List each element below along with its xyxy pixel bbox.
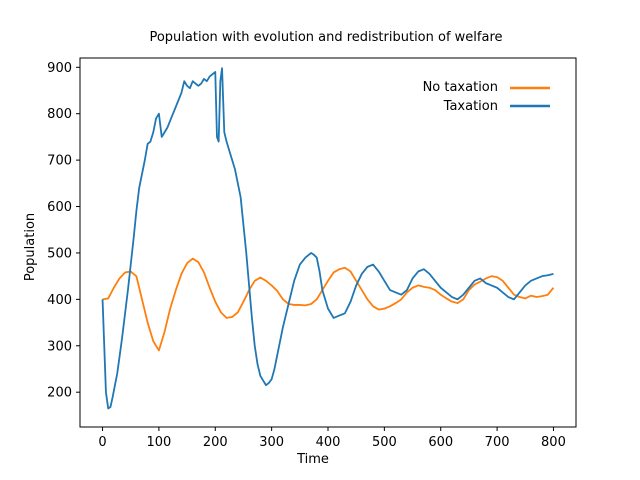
plot-frame: [79, 57, 577, 428]
series-line-no-taxation: [102, 257, 555, 352]
series-layer: [101, 67, 555, 410]
x-axis-label: Time: [296, 452, 329, 467]
x-tick-label: 500: [372, 435, 397, 450]
x-tick-label: 600: [428, 435, 453, 450]
series-line-taxation: [101, 67, 554, 410]
y-tick-label: 500: [47, 246, 72, 261]
y-tick-label: 200: [47, 386, 72, 401]
y-axis: 200 300 400 500 600 700 800 900: [47, 61, 80, 401]
x-tick-label: 300: [259, 435, 284, 450]
y-tick-label: 600: [47, 200, 72, 215]
y-tick-label: 900: [47, 61, 72, 76]
x-axis: 0 100 200 300 400 500 600 700 800: [98, 427, 566, 450]
x-tick-label: 800: [541, 435, 566, 450]
x-tick-label: 700: [485, 435, 510, 450]
x-tick-label: 400: [316, 435, 341, 450]
y-tick-label: 700: [47, 154, 72, 169]
y-tick-label: 800: [47, 107, 72, 122]
y-tick-label: 400: [47, 293, 72, 308]
y-axis-label: Population: [23, 213, 38, 281]
chart-title: Population with evolution and redistribu…: [149, 30, 502, 45]
legend-label-taxation: Taxation: [443, 99, 498, 114]
y-tick-label: 300: [47, 339, 72, 354]
x-tick-label: 0: [98, 435, 106, 450]
x-tick-label: 200: [203, 435, 228, 450]
legend: No taxation Taxation: [423, 80, 550, 114]
x-tick-label: 100: [146, 435, 171, 450]
legend-label-no-taxation: No taxation: [423, 80, 498, 95]
